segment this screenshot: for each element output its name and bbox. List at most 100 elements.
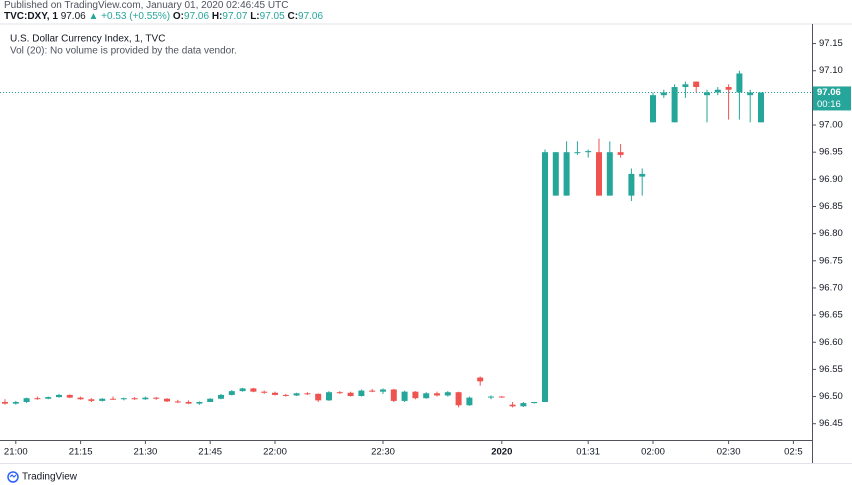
candle-body (66, 394, 73, 398)
x-tick-label: 21:30 (134, 447, 158, 458)
candle-body (282, 394, 289, 396)
x-tick-label: 2020 (491, 447, 512, 458)
candle-body (423, 393, 430, 399)
candle-body (574, 152, 581, 154)
ohlc-value: 97.06 (298, 11, 324, 22)
candle-body (120, 398, 127, 400)
y-tick-label: 97.00 (819, 120, 843, 131)
ohlc-value: 97.05 (259, 11, 285, 22)
ohlc-label: H: (211, 11, 223, 22)
candle-body (671, 87, 678, 123)
x-tick-label: 02:30 (717, 447, 741, 458)
x-tick-label: 21:00 (4, 447, 28, 458)
candle-body (207, 398, 214, 402)
candle-body (639, 173, 646, 177)
candle-body (585, 151, 592, 153)
x-tick-label: 22:00 (263, 447, 287, 458)
candle-body (682, 84, 689, 88)
candle-body (390, 389, 397, 401)
ohlc-value: 97.06 (184, 11, 210, 22)
candle-body (542, 152, 548, 402)
y-tick-label: 96.55 (819, 364, 843, 375)
candle-body (488, 396, 494, 398)
candle-body (272, 392, 278, 395)
candle-body (466, 397, 473, 406)
y-tick-label: 96.50 (819, 391, 843, 402)
y-tick-label: 96.70 (819, 282, 843, 293)
candle-body (747, 92, 754, 96)
countdown: 00:16 (817, 99, 841, 110)
chart-title: U.S. Dollar Currency Index, 1, TVC (10, 34, 165, 45)
ohlc-label: O: (172, 11, 185, 22)
candle-body (563, 152, 570, 196)
candle-body (725, 87, 732, 90)
candle-body (434, 393, 440, 396)
candle-body (56, 394, 62, 398)
candle-body (380, 389, 386, 392)
candle-body (758, 92, 764, 123)
candle-body (239, 388, 246, 392)
candle-body (196, 401, 203, 404)
candle-body (412, 391, 419, 399)
candle-body (77, 397, 84, 400)
y-tick-label: 96.60 (819, 337, 843, 348)
candle-body (650, 95, 656, 123)
candle-body (401, 391, 408, 401)
candle-body (218, 394, 224, 399)
candle-body (455, 392, 462, 406)
candle-body (153, 397, 160, 399)
candle-body (23, 398, 30, 402)
candle-body (736, 73, 743, 93)
candle-body (34, 398, 41, 400)
candle-body (596, 152, 602, 196)
candle-body (498, 396, 505, 398)
ohlc-label: L: (250, 11, 260, 22)
candle-body (45, 397, 52, 399)
x-tick-label: 01:31 (576, 447, 600, 458)
candle-body (704, 92, 710, 96)
candle-body (12, 401, 19, 404)
y-tick-label: 96.95 (819, 147, 843, 158)
x-tick-label: 02:5 (784, 447, 803, 458)
footer-brand: TradingView (22, 472, 78, 483)
candle-body (185, 401, 192, 404)
candle-body (250, 388, 257, 392)
candle-body (714, 89, 721, 93)
x-tick-label: 02:00 (641, 447, 665, 458)
chart-subtitle: Vol (20): No volume is provided by the d… (10, 46, 237, 57)
candle-body (88, 399, 95, 401)
candle-body (142, 397, 149, 400)
candle-body (261, 391, 268, 393)
ohlc-value: 97.07 (222, 11, 248, 22)
candle-body (358, 390, 365, 397)
candle-body (660, 92, 667, 96)
candle-body (369, 390, 376, 392)
candle-body (315, 393, 322, 401)
ohlc: O:97.06 H:97.07 L:97.05 C:97.06 (173, 11, 323, 22)
candle-body (531, 401, 538, 404)
published-note: Published on TradingView.com, January 01… (4, 0, 289, 11)
y-tick-label: 96.75 (819, 255, 843, 266)
x-tick-label: 22:30 (371, 447, 395, 458)
candle-body (2, 401, 8, 404)
x-tick-label: 21:45 (198, 447, 222, 458)
candle-body (228, 391, 235, 395)
last-price-box (813, 86, 851, 111)
candle-body (693, 81, 700, 88)
candle-body (99, 398, 106, 401)
symbol-line: TVC:DXY, 1 97.06 ▲ +0.53 (+0.55%) O:97.0… (4, 11, 323, 22)
logo (7, 471, 19, 483)
candle-body (174, 401, 181, 403)
ohlc-label: C: (287, 11, 299, 22)
candle-body (477, 377, 484, 382)
y-tick-label: 97.10 (819, 65, 843, 76)
symbol: TVC:DXY, 1 (4, 11, 58, 22)
candle-body (304, 393, 311, 395)
candle-body (347, 392, 354, 397)
y-tick-label: 97.15 (819, 38, 843, 49)
y-tick-label: 96.90 (819, 174, 843, 185)
x-tick-label: 21:15 (69, 447, 93, 458)
candle-body (293, 393, 300, 396)
